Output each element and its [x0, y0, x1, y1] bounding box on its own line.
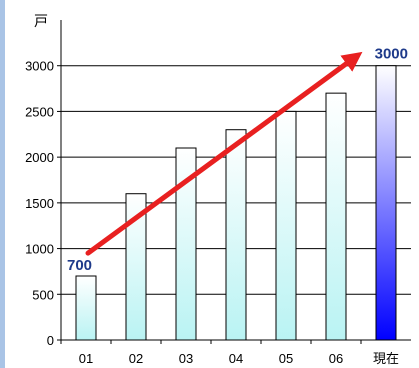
bar [325, 92, 347, 341]
x-tick-label: 06 [329, 351, 343, 366]
bar-current [375, 65, 397, 341]
bar [275, 110, 297, 341]
x-tick-label: 01 [79, 351, 93, 366]
y-tick-label: 3000 [25, 59, 54, 74]
x-tick-label: 現在 [373, 351, 399, 366]
data-label: 700 [67, 257, 92, 274]
y-tick-label: 2000 [25, 150, 54, 165]
trend-arrow [85, 51, 363, 256]
y-tick-label: 1500 [25, 196, 54, 211]
y-tick-label: 500 [32, 287, 54, 302]
data-label: 3000 [375, 46, 408, 63]
y-tick-label: 2500 [25, 104, 54, 119]
left-border [0, 0, 5, 368]
bar [225, 129, 247, 341]
y-tick-label: 0 [47, 333, 54, 348]
y-tick-label: 1000 [25, 242, 54, 257]
bar [75, 275, 97, 341]
unit-label: 戸 [34, 14, 48, 30]
x-tick-label: 05 [279, 351, 293, 366]
x-tick-label: 04 [229, 351, 243, 366]
x-tick-label: 02 [129, 351, 143, 366]
x-tick-label: 03 [179, 351, 193, 366]
